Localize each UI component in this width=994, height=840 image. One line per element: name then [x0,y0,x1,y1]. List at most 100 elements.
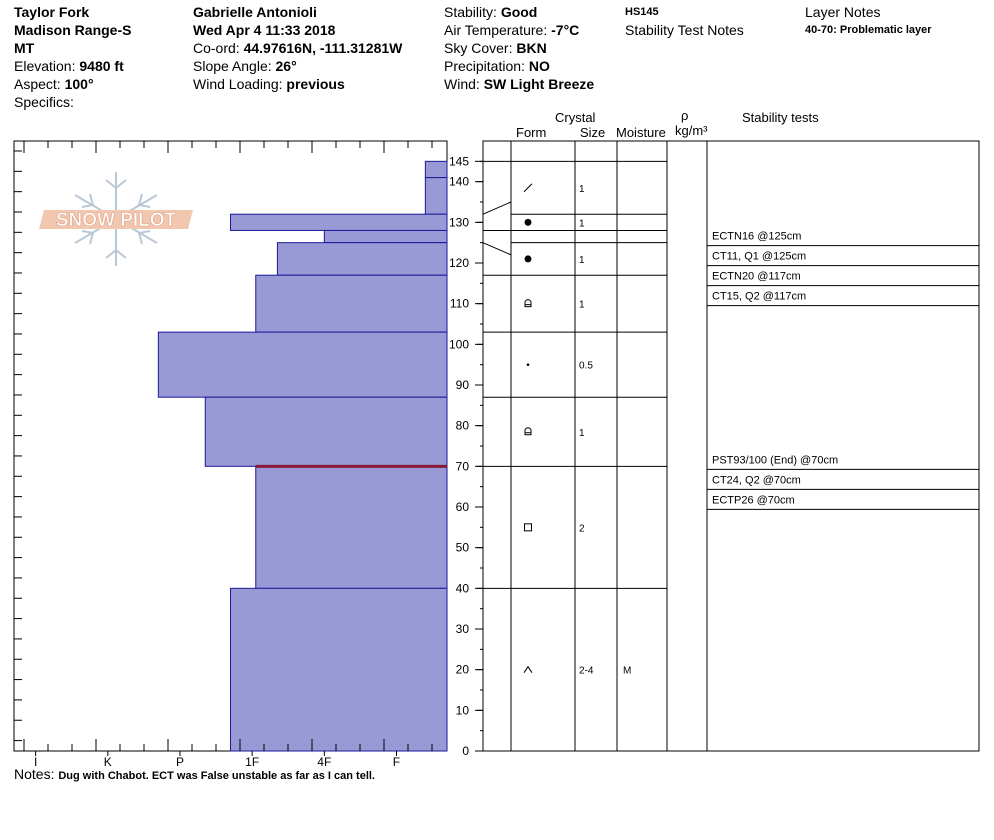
density-unit: kg/m³ [675,123,708,138]
precip-label: Precipitation: [444,58,525,74]
y-tick-label: 90 [456,378,470,392]
stability-test-label: PST93/100 (End) @70cm [712,454,838,466]
crystal-size: 2-4 [579,666,594,677]
y-tick-label: 100 [449,337,469,351]
crystal-rows: 1 1 1 1 0.5 1 2 2-4 M [482,160,667,677]
aspect-label: Aspect: [14,76,61,92]
crystal-size: 1 [579,218,585,229]
dot-icon [524,218,532,226]
layer-connector [482,201,512,215]
y-tick-label: 120 [449,256,469,270]
sky-label: Sky Cover: [444,40,513,56]
total-snow-height: HS145 [625,6,659,18]
size-header: Size [580,125,606,140]
state-name: MT [14,40,35,56]
hardness-bar [157,331,448,398]
coord-label: Co-ord: [193,40,240,56]
moisture-header: Moisture [616,125,666,140]
stability-tests-header: Stability tests [742,110,819,125]
layer-note: 40-70: Problematic layer [805,24,932,36]
depth-hoar-icon [523,665,533,673]
logo-text: SNOW PILOT [56,210,177,231]
elevation-label: Elevation: [14,58,76,74]
aspect: Aspect: 100° [14,77,94,91]
layer-notes-title: Layer Notes [805,4,881,20]
wind-label: Wind: [444,76,480,92]
stability-tests: ECTN16 @125cm CT11, Q1 @125cm ECTN20 @117c… [707,231,979,510]
y-tick-label: 140 [449,175,469,189]
logo-band [39,210,193,229]
observer-name: Gabrielle Antonioli [193,4,317,20]
notes-label: Notes: [14,766,55,782]
elevation: Elevation: 9480 ft [14,59,124,73]
crystal-header: Crystal [555,110,596,125]
y-tick-label: 110 [450,297,469,311]
stability-value: Good [500,4,538,20]
faceted-rounded-icon [524,427,532,436]
stability-test-label: CT24, Q2 @70cm [712,474,801,486]
y-tick-label: 50 [456,541,470,555]
crystal-size: 1 [579,255,585,266]
slope-label: Slope Angle: [193,58,272,74]
precipitation: Precipitation: NO [444,59,550,73]
location-name: Taylor Fork [14,4,90,20]
wind-value: SW Light Breeze [483,76,595,92]
hardness-bar [276,242,448,276]
stability-label: Stability: [444,4,497,20]
x-tick-label: K [104,755,112,769]
x-axis-labels: I K P 1F 4F F [34,751,400,769]
y-tick-label: 0 [462,744,469,758]
elevation-value: 9480 ft [79,58,124,74]
stability-test-label: CT15, Q2 @117cm [712,291,806,303]
aspect-value: 100° [64,76,94,92]
y-tick-label: 20 [456,663,470,677]
y-tick-label: 145 [449,154,469,168]
y-axis: 0 10 20 30 40 50 60 70 80 90 100 110 120 130 140 145 [449,141,484,758]
hardness-bar [204,396,448,467]
observation-datetime: Wed Apr 4 11:33 2018 [193,22,336,38]
form-header: Form [516,125,547,140]
hardness-bars [157,160,448,752]
y-tick-label: 10 [456,703,470,717]
sky-cover: Sky Cover: BKN [444,41,547,55]
air-temp-value: -7°C [551,22,580,38]
crystal-size: 0.5 [579,361,593,372]
air-temperature: Air Temperature: -7°C [444,23,579,37]
crystal-size: 1 [579,300,585,311]
hardness-bar [230,213,448,231]
faceted-rounded-icon [524,299,532,308]
crystal-size: 2 [579,523,585,534]
precip-value: NO [528,58,550,74]
slope-value: 26° [275,58,297,74]
coordinates: Co-ord: 44.97616N, -111.31281W [193,41,402,55]
snowpilot-logo: SNOW PILOT [39,172,193,266]
dot-icon [524,255,532,263]
hardness-bar [323,229,448,244]
x-tick-label: I [34,755,37,769]
specifics-label: Specifics: [14,94,74,110]
x-tick-label: F [393,755,400,769]
slope-angle: Slope Angle: 26° [193,59,297,73]
air-temp-label: Air Temperature: [444,22,548,38]
x-tick-label: P [176,755,184,769]
x-tick-label: 1F [245,755,259,769]
stability-test-label: ECTP26 @70cm [712,494,795,506]
hardness-bar [230,587,448,752]
stability-test-label: ECTN20 @117cm [712,271,801,283]
density-symbol: ρ [681,108,689,123]
y-tick-label: 80 [456,419,470,433]
y-tick-label: 30 [456,622,470,636]
crystal-moisture: M [623,666,631,677]
y-tick-label: 40 [456,581,470,595]
y-tick-label: 60 [456,500,470,514]
stability-notes-title: Stability Test Notes [625,22,744,38]
notes-text: Dug with Chabot. ECT was False unstable … [58,770,375,782]
hardness-bar [424,160,448,179]
frame-ticks [14,141,433,751]
layer-connector [482,242,512,256]
square-icon [524,523,532,532]
x-tick-label: 4F [317,755,331,769]
crystal-size: 1 [579,184,585,195]
stability: Stability: Good [444,5,537,19]
